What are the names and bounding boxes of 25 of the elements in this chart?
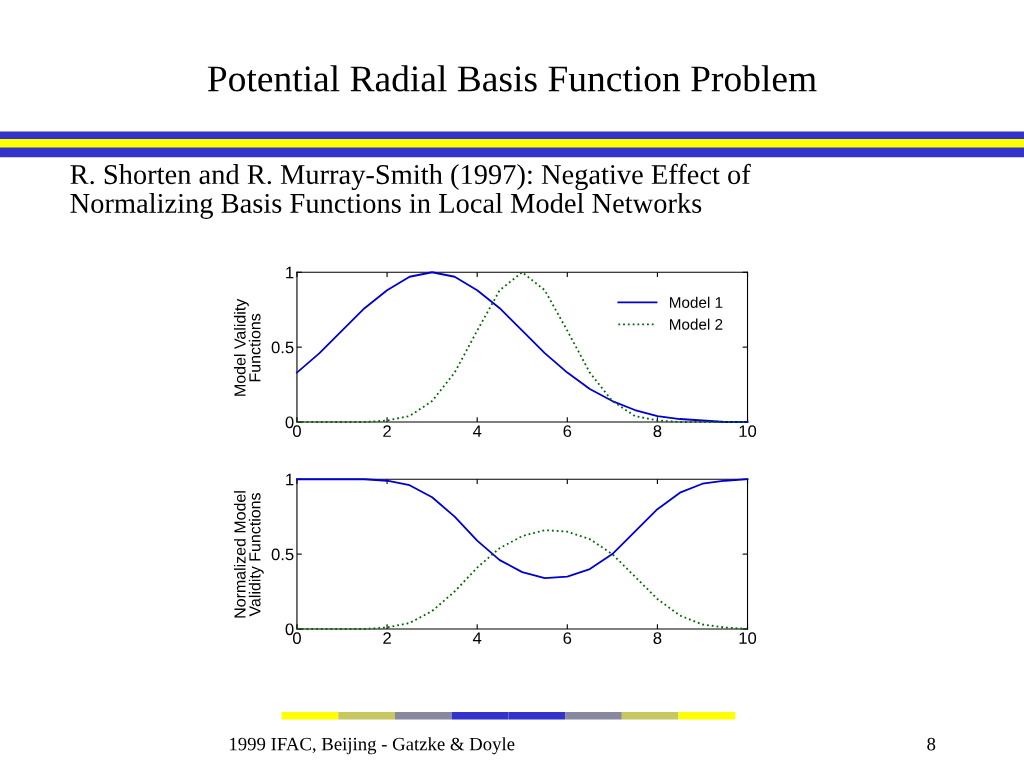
x-tick-label: 6	[563, 632, 572, 645]
x-tick-label: 2	[383, 425, 391, 437]
text: 8	[927, 737, 936, 751]
legend-label: Model 1	[669, 296, 723, 308]
text: 1999 IFAC, Beijing - Gatzke & Doyle	[230, 737, 515, 755]
x-tick-label: 8	[653, 632, 662, 645]
x-tick-label: 10	[739, 425, 757, 438]
y-tick-label: 0	[285, 623, 294, 636]
x-tick-label: 6	[563, 425, 572, 438]
x-tick-label: 4	[472, 425, 482, 437]
y-axis-title: Model Validity Functions	[233, 298, 261, 396]
line-series	[296, 271, 749, 423]
y-tick-label: 1	[286, 473, 294, 486]
legend-label: Model 2	[669, 318, 723, 330]
chart-subtitle: R. Shorten and R. Murray-Smith (1997): Negative Effect of Normalizing Basis Functions in Local Model Networks	[70, 163, 751, 219]
chart-title: Potential Radial Basis Function Problem	[207, 65, 817, 92]
y-tick-label: 1	[286, 266, 294, 279]
x-tick-label: 8	[653, 425, 662, 438]
x-tick-label: 10	[739, 632, 757, 645]
x-tick-label: 2	[383, 632, 391, 644]
y-tick-label: 0	[285, 416, 294, 429]
y-tick-label: 0.5	[271, 341, 294, 354]
y-tick-label: 0.5	[271, 548, 294, 561]
x-tick-label: 4	[472, 632, 482, 644]
y-axis-title: Normalized Model Validity Functions	[233, 491, 264, 618]
